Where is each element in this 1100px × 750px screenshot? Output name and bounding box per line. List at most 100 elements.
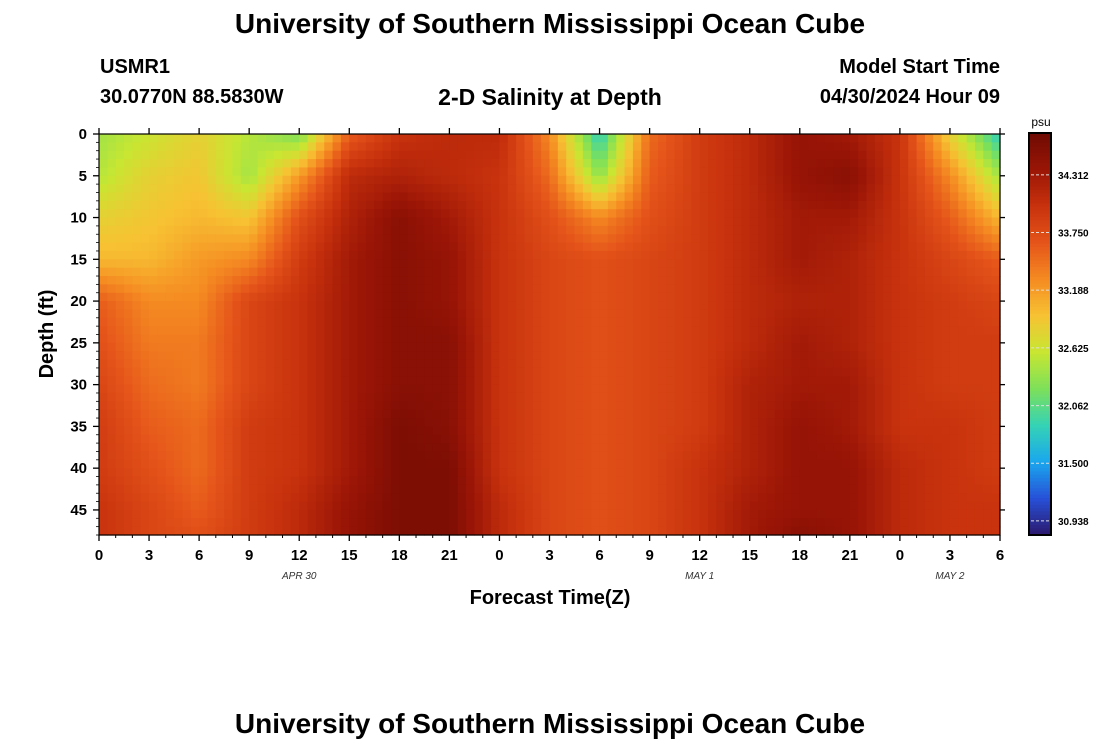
heatmap-cell <box>416 284 425 294</box>
heatmap-cell <box>224 309 234 319</box>
heatmap-cell <box>424 434 434 444</box>
heatmap-cell <box>249 134 259 143</box>
heatmap-cell <box>566 392 576 402</box>
heatmap-cell <box>883 225 893 235</box>
heatmap-cell <box>541 476 551 486</box>
heatmap-cell <box>482 292 492 302</box>
heatmap-cell <box>716 443 726 453</box>
heatmap-cell <box>249 234 259 244</box>
heatmap-cell <box>966 434 976 444</box>
heatmap-cell <box>858 459 868 469</box>
heatmap-cell <box>140 426 150 436</box>
heatmap-cell <box>165 284 175 294</box>
heatmap-cell <box>783 200 793 210</box>
heatmap-cell <box>566 250 576 260</box>
heatmap-cell <box>349 267 359 277</box>
heatmap-cell <box>290 259 300 269</box>
heatmap-cell <box>883 484 893 494</box>
heatmap-cell <box>190 351 200 361</box>
heatmap-cell <box>582 242 592 252</box>
heatmap-cell <box>883 493 893 503</box>
heatmap-cell <box>541 259 551 269</box>
heatmap-cell <box>416 384 425 394</box>
heatmap-cell <box>933 184 943 194</box>
heatmap-cell <box>733 150 742 160</box>
heatmap-cell <box>349 250 359 260</box>
heatmap-cell <box>199 484 209 494</box>
heatmap-cell <box>599 334 609 344</box>
heatmap-cell <box>916 501 926 511</box>
heatmap-cell <box>591 451 601 461</box>
heatmap-cell <box>632 468 642 478</box>
heatmap-cell <box>649 476 659 486</box>
heatmap-cell <box>699 167 709 177</box>
heatmap-cell <box>491 192 501 202</box>
heatmap-cell <box>808 493 818 503</box>
heatmap-cell <box>282 334 292 344</box>
heatmap-cell <box>682 359 692 369</box>
heatmap-cell <box>149 284 158 294</box>
heatmap-cell <box>349 276 359 285</box>
heatmap-cell <box>624 150 634 160</box>
heatmap-cell <box>499 200 509 210</box>
heatmap-cell <box>149 209 158 219</box>
heatmap-cell <box>99 317 108 327</box>
heatmap-cell <box>607 401 617 411</box>
heatmap-cell <box>799 418 809 427</box>
heatmap-cell <box>791 501 801 511</box>
heatmap-cell <box>257 142 267 152</box>
heatmap-cell <box>207 209 217 219</box>
heatmap-cell <box>899 217 909 227</box>
heatmap-cell <box>607 209 617 219</box>
heatmap-cell <box>282 451 292 461</box>
heatmap-cell <box>491 468 501 478</box>
heatmap-cell <box>966 359 976 369</box>
heatmap-cell <box>691 209 701 219</box>
heatmap-cell <box>132 459 142 469</box>
heatmap-cell <box>257 200 267 210</box>
heatmap-cell <box>983 317 993 327</box>
heatmap-cell <box>674 468 684 478</box>
heatmap-cell <box>783 276 793 285</box>
heatmap-cell <box>390 401 400 411</box>
heatmap-cell <box>582 284 592 294</box>
heatmap-cell <box>315 134 325 143</box>
heatmap-cell <box>149 451 158 461</box>
heatmap-cell <box>974 234 984 244</box>
heatmap-cell <box>374 217 384 227</box>
heatmap-cell <box>866 426 876 436</box>
heatmap-cell <box>616 367 626 377</box>
heatmap-cell <box>824 443 834 453</box>
heatmap-cell <box>708 342 717 352</box>
heatmap-cell <box>716 359 726 369</box>
heatmap-cell <box>574 443 584 453</box>
heatmap-cell <box>399 242 409 252</box>
heatmap-cell <box>466 459 476 469</box>
heatmap-cell <box>282 217 292 227</box>
heatmap-cell <box>165 509 175 519</box>
heatmap-cell <box>966 326 976 336</box>
heatmap-cell <box>190 326 200 336</box>
heatmap-cell <box>849 200 859 210</box>
heatmap-cell <box>382 267 392 277</box>
heatmap-cell <box>624 134 634 143</box>
heatmap-cell <box>841 250 851 260</box>
heatmap-cell <box>299 309 309 319</box>
heatmap-cell <box>441 250 450 260</box>
heatmap-cell <box>899 184 909 194</box>
heatmap-cell <box>165 267 175 277</box>
heatmap-cell <box>749 451 759 461</box>
heatmap-cell <box>115 142 125 152</box>
heatmap-cell <box>657 384 667 394</box>
heatmap-cell <box>124 209 133 219</box>
heatmap-cell <box>524 292 534 302</box>
heatmap-cell <box>983 267 993 277</box>
heatmap-cell <box>182 367 192 377</box>
heatmap-cell <box>949 200 959 210</box>
heatmap-cell <box>916 509 926 519</box>
heatmap-cell <box>140 184 150 194</box>
heatmap-cell <box>449 426 459 436</box>
heatmap-cell <box>657 259 667 269</box>
heatmap-cell <box>374 376 384 386</box>
heatmap-cell <box>908 192 918 202</box>
